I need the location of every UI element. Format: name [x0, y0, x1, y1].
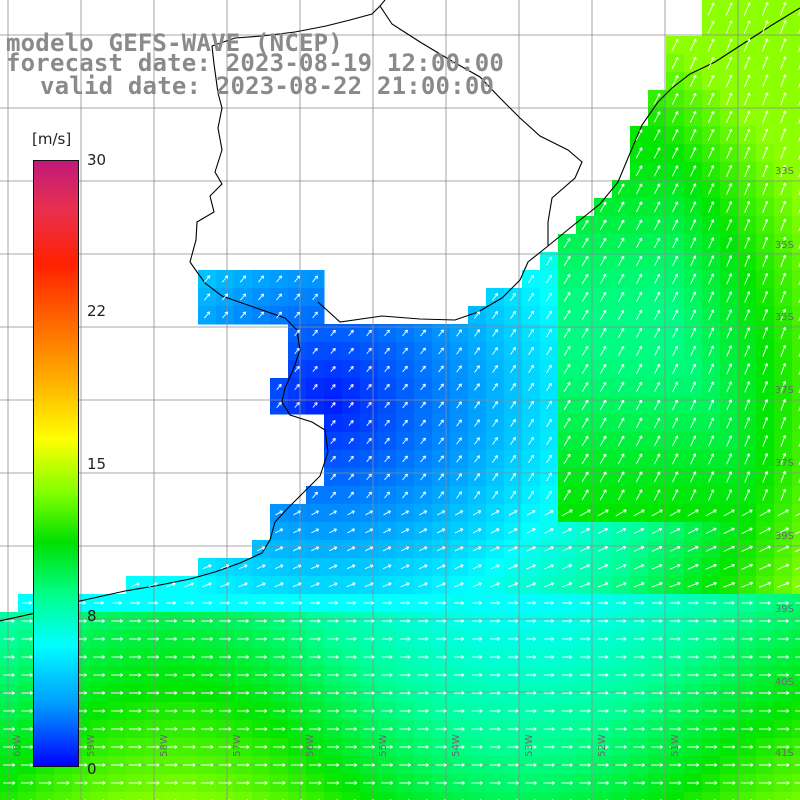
lon-label: 52W [596, 734, 608, 757]
lon-label: 51W [669, 734, 681, 757]
title-valid-date: valid date: 2023-08-22 21:00:00 [40, 72, 495, 100]
lat-label: 37S [774, 385, 794, 396]
lon-label: 60W [11, 734, 23, 757]
coastline [0, 0, 800, 622]
lat-label: 39S [774, 604, 794, 615]
colorbar-tick-15: 15 [87, 455, 107, 473]
lat-label: 35S [774, 312, 794, 323]
lon-label: 57W [231, 734, 243, 757]
colorbar-tick-0: 0 [87, 760, 97, 778]
colorbar-unit: [m/s] [32, 130, 72, 148]
lat-label: 33S [774, 166, 794, 177]
lat-label: 39S [774, 531, 794, 542]
colorbar-tick-8: 8 [87, 607, 97, 625]
lat-label: 37S [774, 458, 794, 469]
lon-label: 56W [304, 734, 316, 757]
lon-label: 55W [377, 734, 389, 757]
lon-label: 59W [85, 734, 97, 757]
title-forecast-date: forecast date: 2023-08-19 12:00:00 [6, 49, 505, 77]
colorbar-tick-22: 22 [87, 302, 107, 320]
colorbar-tick-30: 30 [87, 151, 107, 169]
lat-label: 35S [774, 240, 794, 251]
lon-label: 54W [450, 734, 462, 757]
lon-label: 53W [523, 734, 535, 757]
lat-label: 41S [774, 748, 794, 759]
lat-label: 40S [774, 677, 794, 688]
title-model: modelo GEFS-WAVE (NCEP) [6, 29, 343, 57]
colorbar [33, 160, 79, 767]
lon-label: 58W [158, 734, 170, 757]
